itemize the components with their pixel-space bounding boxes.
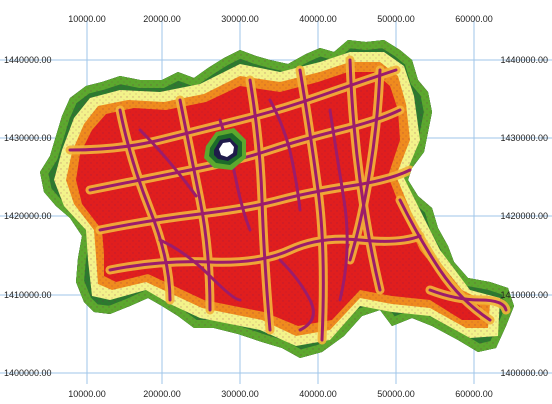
- drainage-lines: [68, 58, 508, 342]
- x-tick-top: 50000.00: [377, 14, 415, 24]
- x-tick-bottom: 10000.00: [68, 389, 106, 399]
- y-tick-right: 1430000.00: [500, 133, 548, 143]
- y-tick-left: 1430000.00: [4, 133, 52, 143]
- y-tick-left: 1400000.00: [4, 368, 52, 378]
- x-tick-top: 40000.00: [299, 14, 337, 24]
- x-tick-top: 60000.00: [455, 14, 493, 24]
- y-tick-left: 1440000.00: [4, 55, 52, 65]
- y-tick-right: 1440000.00: [500, 55, 548, 65]
- x-tick-top: 20000.00: [143, 14, 181, 24]
- interior-hole: [204, 128, 246, 170]
- y-tick-left: 1420000.00: [4, 211, 52, 221]
- y-tick-right: 1410000.00: [500, 290, 548, 300]
- y-tick-right: 1400000.00: [500, 368, 548, 378]
- x-tick-bottom: 20000.00: [143, 389, 181, 399]
- x-tick-bottom: 50000.00: [377, 389, 415, 399]
- x-tick-bottom: 40000.00: [299, 389, 337, 399]
- x-tick-bottom: 60000.00: [455, 389, 493, 399]
- x-tick-bottom: 30000.00: [221, 389, 259, 399]
- y-tick-right: 1420000.00: [500, 211, 548, 221]
- x-tick-top: 10000.00: [68, 14, 106, 24]
- y-tick-left: 1410000.00: [4, 290, 52, 300]
- x-tick-top: 30000.00: [221, 14, 259, 24]
- axis-labels: 10000.00 20000.00 30000.00 40000.00 5000…: [4, 14, 548, 399]
